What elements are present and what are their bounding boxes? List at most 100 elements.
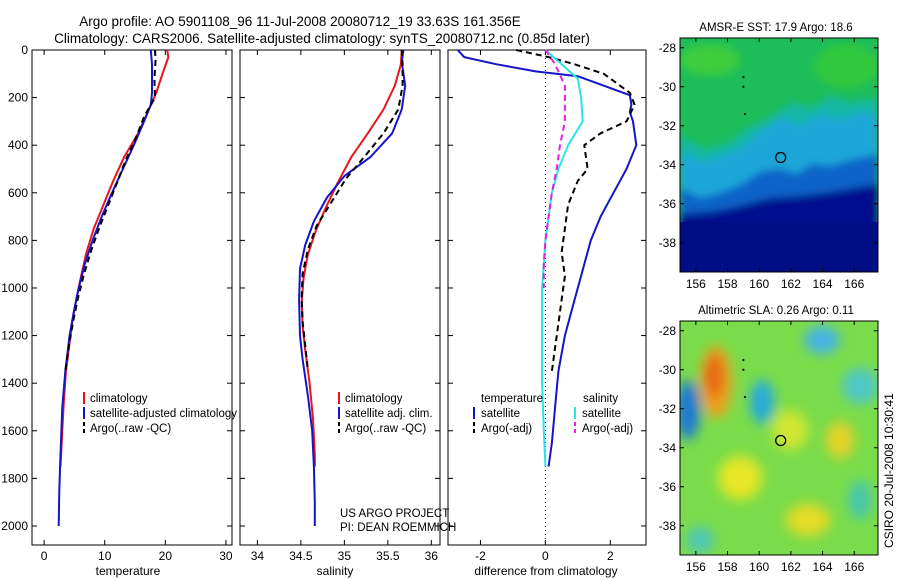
x-tick-label: 158: [718, 560, 738, 574]
x-tick-label: 160: [749, 560, 769, 574]
y-tick-label: -36: [659, 480, 677, 494]
sst-deep-blue: [680, 222, 878, 272]
x-tick-label: 2: [607, 549, 614, 563]
sst-axes: 156 158 160 162 164 166 -28 -30 -32 -34 -36 -38: [659, 38, 878, 291]
y-tick-label: 2000: [1, 519, 28, 533]
y-tick-label: 1600: [1, 424, 28, 438]
satellite-adj-clim-line: [298, 49, 407, 526]
temperature-legend: climatology satellite-adjusted climatolo…: [83, 392, 237, 435]
y-tick-label: -34: [659, 441, 677, 455]
x-tick-label: 35.5: [376, 549, 400, 563]
x-tick-label: 158: [718, 277, 738, 291]
x-tick-label: 162: [781, 277, 801, 291]
sla-high-anomaly: [826, 422, 854, 458]
difference-axes-box: [447, 49, 647, 546]
x-tick-label: 10: [98, 549, 112, 563]
y-tick-label: 1400: [1, 376, 28, 390]
argo-raw-qc-line: [64, 49, 157, 372]
x-tick-label: 166: [844, 277, 864, 291]
sla-high-anomaly: [772, 410, 808, 450]
track-dot: [743, 112, 747, 116]
sst-field: [680, 38, 878, 272]
x-tick-label: 36: [425, 549, 439, 563]
y-tick-label: -28: [659, 324, 677, 338]
sst-map: AMSR-E SST: 17.9 Argo: 18.6 156 158 160 162…: [659, 22, 879, 291]
sla-low-anomaly: [842, 368, 878, 404]
sla-low-anomaly: [680, 380, 700, 440]
x-tick-label: 166: [844, 560, 864, 574]
x-tick-label: 162: [781, 560, 801, 574]
y-tick-label: 800: [8, 233, 28, 247]
sla-color-blobs: [680, 326, 878, 554]
legend-label-temp-satellite: satellite: [481, 408, 520, 420]
x-tick-label: 0: [41, 549, 48, 563]
climatology-line: [300, 49, 403, 467]
temperature-satellite-line: [456, 49, 638, 467]
y-tick-label: -30: [659, 363, 677, 377]
y-tick-label: 200: [8, 91, 28, 105]
argo-position-marker: [775, 151, 787, 164]
sla-map-title: Altimetric SLA: 0.26 Argo: 0.11: [698, 305, 854, 317]
legend-label-climatology: climatology: [90, 393, 148, 405]
x-tick-label: 156: [686, 277, 706, 291]
sla-high-core: [705, 354, 723, 398]
x-tick-label: 156: [686, 560, 706, 574]
temperature-plot: 0 10 20 30 0 200 400 600 800 1000 1200 1400 1600 1800…: [1, 43, 233, 563]
figure-title-line2: Climatology: CARS2006. Satellite-adjuste…: [54, 31, 590, 46]
y-tick-label: -30: [659, 80, 677, 94]
temperature-axes-box: [31, 49, 233, 546]
salinity-axes-box: [239, 49, 441, 546]
argo-position-marker: [775, 434, 787, 447]
sla-low-anomaly: [750, 380, 774, 424]
argo-raw-qc-line: [300, 49, 404, 370]
y-tick-label: -38: [659, 236, 677, 250]
sla-low-anomaly: [848, 480, 872, 520]
temperature-panel: 0 10 20 30 0 200 400 600 800 1000 1200 1400 1600 1800…: [1, 43, 233, 578]
y-tick-label: 600: [8, 186, 28, 200]
legend-title-salinity: salinity: [583, 393, 618, 405]
track-dot: [742, 368, 745, 371]
salinity-argo-adj-line: [542, 49, 566, 288]
figure-title-line1: Argo profile: AO 5901108_96 11-Jul-2008 …: [79, 14, 521, 29]
x-tick-label: 30: [219, 549, 233, 563]
track-dot: [742, 358, 745, 362]
legend-label-argo: Argo(..raw -QC): [345, 423, 426, 435]
y-tick-label: 0: [21, 43, 28, 57]
sla-map-frame: [679, 320, 879, 556]
difference-xlabel: difference from climatology: [474, 564, 617, 578]
y-tick-label: 1000: [1, 281, 28, 295]
y-tick-label: 1800: [1, 471, 28, 485]
track-dot: [742, 85, 745, 88]
x-tick-label: 20: [159, 549, 173, 563]
sla-low-anomaly: [804, 326, 840, 354]
temperature-xlabel: temperature: [96, 564, 161, 578]
temperature-argo-adj-line: [515, 49, 636, 372]
difference-plot: -2 0 2: [448, 49, 646, 563]
legend-title-temperature: temperature: [481, 393, 543, 405]
credit-line1: US ARGO PROJECT: [340, 508, 449, 520]
x-tick-label: 160: [749, 277, 769, 291]
sla-high-anomaly: [718, 456, 762, 500]
legend-label-satellite-adjusted: satellite-adjusted climatology: [90, 408, 237, 420]
sla-field: [680, 321, 878, 555]
y-tick-label: 1200: [1, 329, 28, 343]
x-tick-label: 0: [542, 549, 549, 563]
legend-label-climatology: climatology: [345, 393, 403, 405]
y-tick-label: -32: [659, 119, 677, 133]
difference-panel: -2 0 2 difference from climatology: [447, 49, 647, 578]
salinity-legend: climatology satellite adj. clim. Argo(..…: [338, 392, 433, 435]
salinity-plot: 34 34.5 35 35.5 36: [240, 49, 440, 563]
x-tick-label: -2: [475, 549, 486, 563]
y-tick-label: -28: [659, 41, 677, 55]
y-tick-label: -34: [659, 158, 677, 172]
x-tick-label: 35: [338, 549, 352, 563]
satellite-adjusted-climatology-line: [57, 49, 153, 527]
sst-map-title: AMSR-E SST: 17.9 Argo: 18.6: [699, 22, 852, 34]
y-tick-label: -38: [659, 519, 677, 533]
sla-axes: 156 158 160 162 164 166 -28 -30 -32 -34 -36 -38: [659, 321, 878, 574]
legend-label-sal-satellite: satellite: [582, 408, 621, 420]
sst-warm-patch: [680, 44, 740, 76]
x-tick-label: 164: [813, 277, 833, 291]
x-tick-label: 34: [251, 549, 265, 563]
